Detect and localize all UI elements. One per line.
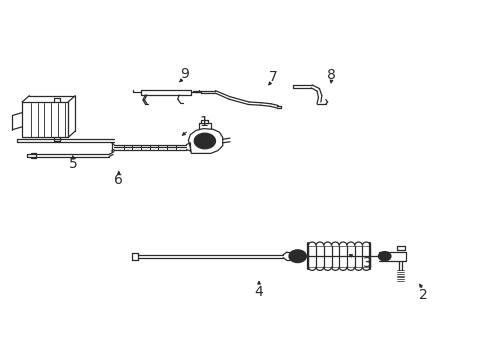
Circle shape	[194, 133, 215, 149]
Text: 6: 6	[114, 173, 123, 187]
Text: 5: 5	[68, 157, 77, 171]
Text: 2: 2	[418, 288, 427, 302]
Circle shape	[200, 138, 209, 145]
Circle shape	[288, 250, 306, 262]
Text: 4: 4	[254, 285, 263, 299]
Text: 9: 9	[179, 67, 188, 81]
Circle shape	[378, 252, 390, 261]
Polygon shape	[188, 129, 223, 153]
Circle shape	[293, 253, 302, 260]
Text: 1: 1	[199, 114, 207, 129]
Text: 8: 8	[326, 68, 335, 82]
Text: 7: 7	[268, 70, 277, 84]
Text: 3: 3	[363, 256, 371, 270]
